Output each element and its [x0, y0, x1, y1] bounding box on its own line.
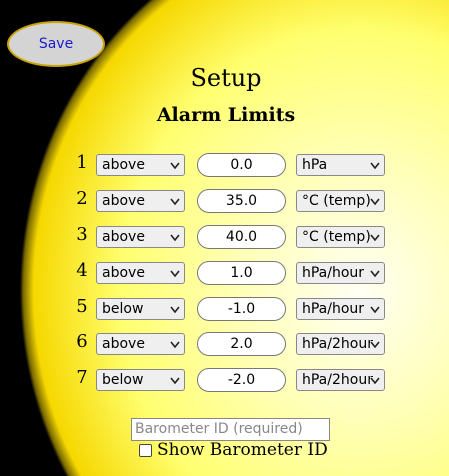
chevron — [370, 341, 380, 349]
save-button[interactable]: Save — [7, 21, 105, 67]
value-input[interactable]: -2.0 — [197, 368, 286, 392]
chevron — [170, 306, 180, 314]
condition-select[interactable]: below — [96, 369, 185, 391]
unit-select[interactable]: hPa/hour — [296, 298, 385, 320]
value-input[interactable]: 35.0 — [197, 189, 286, 213]
unit-select[interactable]: hPa/2hour — [296, 369, 385, 391]
row-number: 7 — [76, 367, 88, 388]
chevron — [170, 377, 180, 385]
unit-select[interactable]: °C (temp) — [296, 226, 385, 248]
chevron — [370, 162, 380, 170]
chevron — [170, 198, 180, 206]
chevron — [370, 306, 380, 314]
value-input[interactable]: 40.0 — [197, 225, 286, 249]
row-number: 1 — [76, 152, 88, 173]
unit-select[interactable]: hPa/2hour — [296, 333, 385, 355]
value-input[interactable]: 0.0 — [197, 153, 286, 177]
chevron — [170, 270, 180, 278]
title: Setup — [190, 64, 262, 92]
chevron — [370, 234, 380, 242]
value-input[interactable]: -1.0 — [197, 297, 286, 321]
value-input[interactable]: 2.0 — [197, 332, 286, 356]
condition-select[interactable]: below — [96, 298, 185, 320]
condition-select[interactable]: above — [96, 190, 185, 212]
row-number: 6 — [76, 331, 88, 352]
chevron — [170, 162, 180, 170]
condition-select[interactable]: above — [96, 262, 185, 284]
row-number: 5 — [76, 296, 88, 317]
subtitle: Alarm Limits — [156, 104, 296, 126]
unit-select[interactable]: hPa/hour — [296, 262, 385, 284]
row-number: 2 — [76, 188, 88, 209]
value-input[interactable]: 1.0 — [197, 261, 286, 285]
condition-select[interactable]: above — [96, 154, 185, 176]
condition-select[interactable]: above — [96, 333, 185, 355]
row-number: 4 — [76, 260, 88, 281]
barometer-id-input[interactable]: Barometer ID (required) — [131, 418, 330, 441]
chevron — [370, 377, 380, 385]
chevron — [370, 198, 380, 206]
unit-select[interactable]: hPa — [296, 154, 385, 176]
row-number: 3 — [76, 224, 88, 245]
condition-select[interactable]: above — [96, 226, 185, 248]
checkbox-label[interactable]: Show Barometer ID — [157, 440, 328, 460]
chevron — [170, 341, 180, 349]
chevron — [170, 234, 180, 242]
checkbox[interactable] — [139, 444, 152, 457]
unit-select[interactable]: °C (temp) — [296, 190, 385, 212]
chevron — [370, 270, 380, 278]
